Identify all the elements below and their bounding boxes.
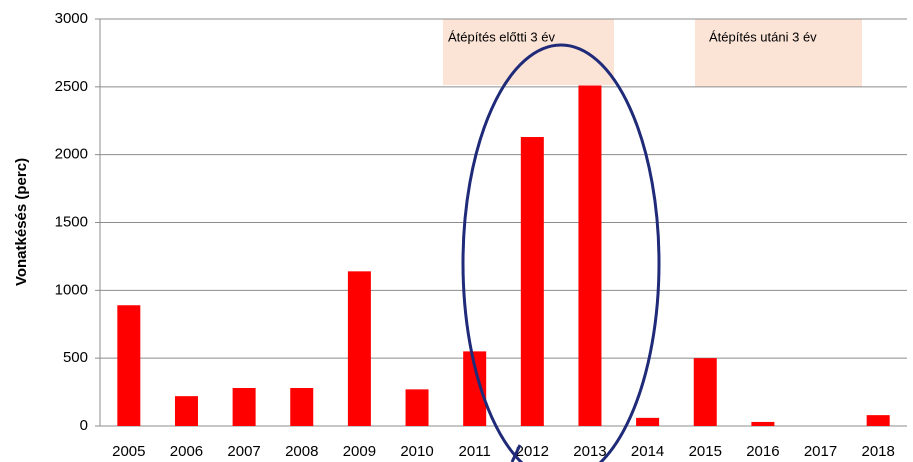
x-tick-label: 2014 [631,443,664,460]
bar [290,388,314,426]
annotation: Átépítés előtti 3 év [448,29,555,44]
bar [232,388,256,426]
x-tick-label: 2005 [112,443,145,460]
highlight-tail [510,444,522,462]
y-tick-label: 500 [63,349,88,366]
annotation-box [695,19,862,87]
y-tick-label: 1000 [55,281,88,298]
y-tick-label: 3000 [55,10,88,27]
x-tick-label: 2006 [170,443,203,460]
x-tick-label: 2017 [804,443,837,460]
bar [174,396,198,426]
x-tick-label: 2008 [285,443,318,460]
bar [693,358,717,426]
y-tick-label: 0 [80,417,88,434]
bar [347,271,371,426]
y-tick-label: 2500 [55,78,88,95]
plot-area: 0 500 1000 1500 2000 2500 3000 2005 2006 2007 2008… [55,10,907,460]
x-tick-label: 2018 [861,443,894,460]
bar [463,351,487,426]
x-tick-label: 2010 [400,443,433,460]
x-tick-label: 2007 [227,443,260,460]
bar [117,305,141,426]
x-tick-label: 2015 [689,443,722,460]
bar [866,415,890,426]
x-tick-label: 2011 [459,443,491,460]
x-tick-label: 2013 [573,443,606,460]
x-tick-label: 2009 [343,443,376,460]
y-tick-label: 2000 [55,146,88,163]
annotation: Átépítés utáni 3 év [709,29,817,44]
y-tick-label: 1500 [55,213,88,230]
highlight-ellipse [461,43,661,462]
bar [520,137,544,426]
bar [751,421,775,426]
bar [636,417,660,426]
bar [405,389,429,426]
x-tick-label: 2016 [746,443,779,460]
x-tick-label: 2012 [516,443,549,460]
y-axis-label: Vonatkésés (perc) [13,158,30,286]
bar [578,85,602,426]
